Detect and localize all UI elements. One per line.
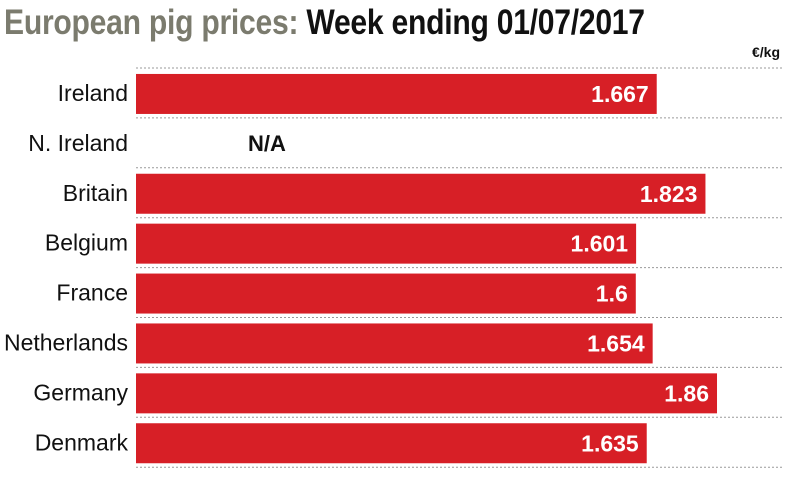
category-label: Denmark (35, 429, 129, 455)
category-label: France (56, 280, 128, 306)
bar (136, 223, 637, 264)
category-label: N. Ireland (28, 130, 128, 156)
category-label: Britain (63, 180, 128, 206)
value-label: 1.635 (581, 430, 639, 456)
unit-label: €/kg (751, 44, 780, 60)
value-label: 1.654 (587, 330, 645, 356)
chart-title: European pig prices: Week ending 01/07/2… (4, 0, 645, 46)
bar (136, 73, 657, 114)
chart-title-lead: European pig prices: (4, 3, 299, 42)
value-label: 1.667 (591, 81, 649, 107)
category-label: Belgium (45, 230, 128, 256)
chart-title-main: Week ending 01/07/2017 (306, 3, 645, 42)
bar (136, 273, 636, 314)
bar (136, 173, 706, 214)
bar (136, 423, 647, 464)
bar (136, 373, 718, 414)
category-label: Ireland (58, 80, 128, 106)
value-label: 1.823 (640, 181, 698, 207)
value-label: 1.6 (596, 281, 628, 307)
bar (136, 323, 653, 364)
value-label: 1.601 (571, 231, 629, 257)
category-label: Netherlands (4, 329, 128, 355)
value-label-na: N/A (248, 131, 286, 156)
value-label: 1.86 (664, 380, 709, 406)
category-label: Germany (33, 379, 128, 405)
